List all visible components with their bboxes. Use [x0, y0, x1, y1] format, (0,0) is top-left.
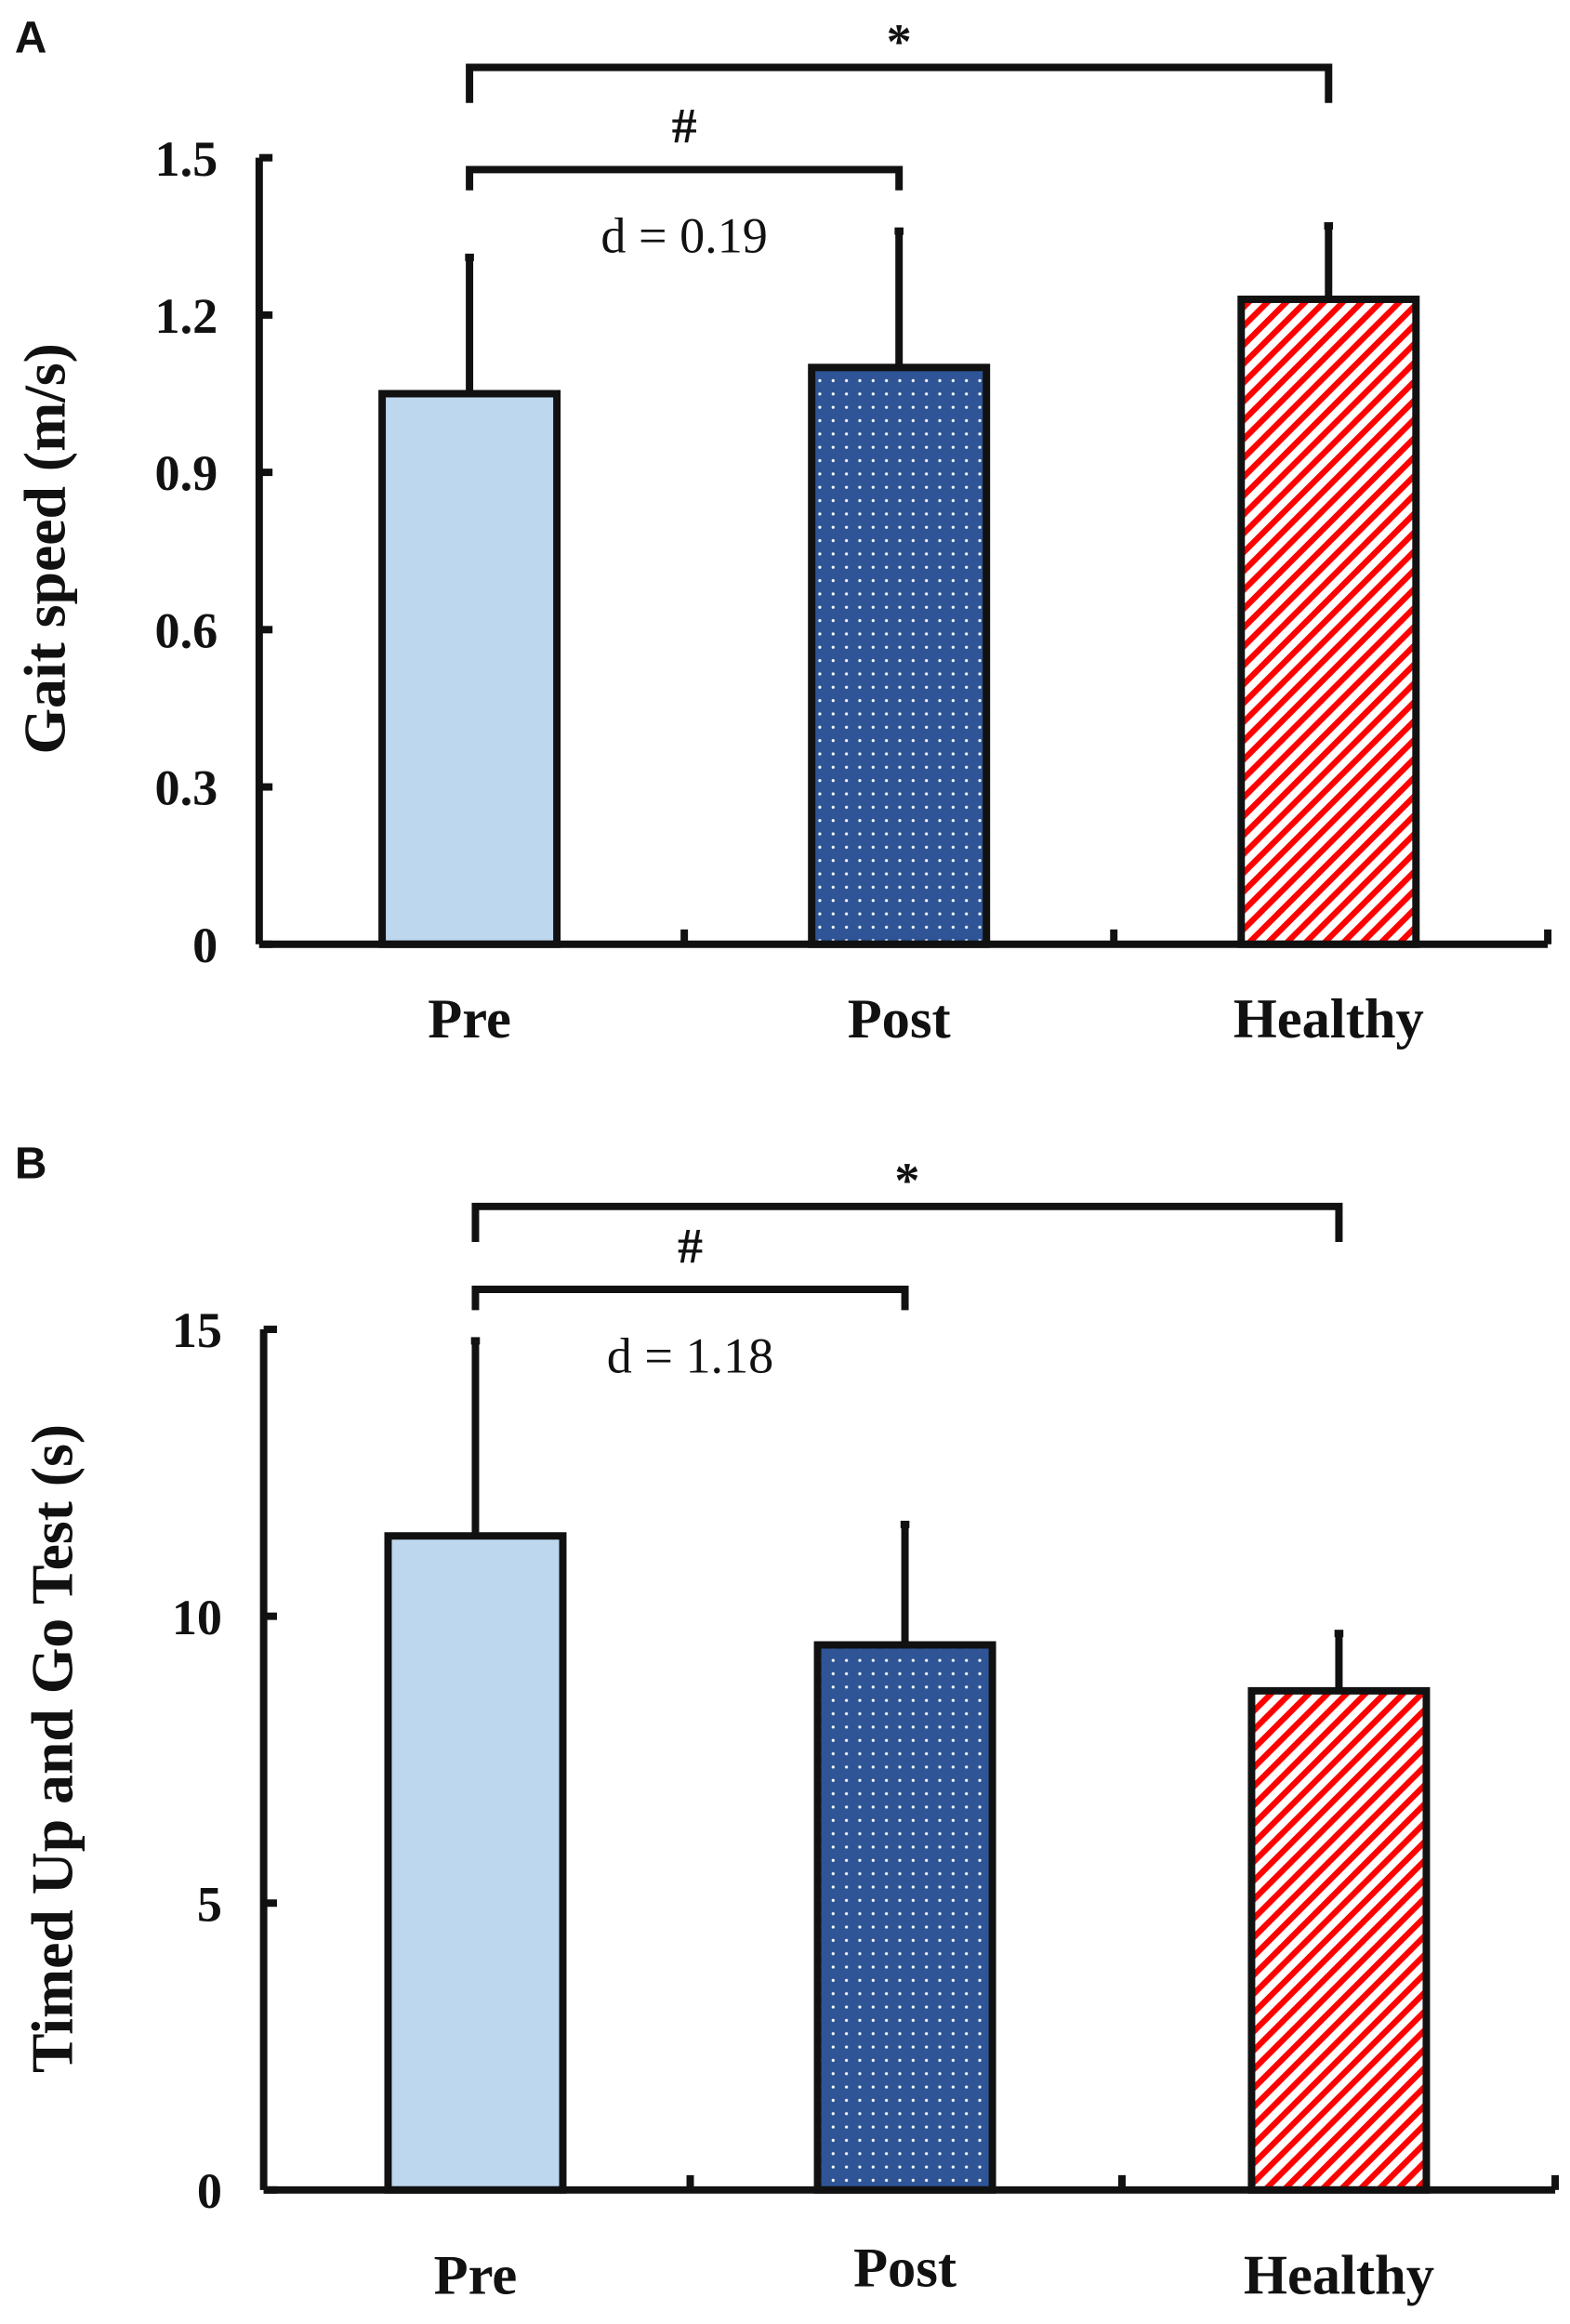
bar-healthy — [1247, 1686, 1431, 2194]
y-tick-label: 10 — [172, 1590, 222, 1645]
y-tick-label: 0.9 — [155, 445, 218, 501]
significance-bracket-pre-healthy — [471, 1202, 1343, 1243]
x-tick-label: Healthy — [1234, 988, 1424, 1050]
bar-healthy — [1237, 295, 1420, 948]
y-tick-label: 1.2 — [155, 288, 218, 344]
significance-star: * — [894, 1153, 919, 1208]
y-tick-label: 15 — [172, 1302, 222, 1358]
y-tick-label: 0.3 — [155, 760, 218, 816]
y-tick-label: 1.5 — [155, 131, 218, 187]
y-tick-label: 0.6 — [155, 602, 218, 658]
significance-hash: # — [672, 99, 697, 154]
panel-b: B Timed Up and Go Test (s) Pre Post Healthy 0… — [15, 1140, 1560, 2306]
bar-pre — [384, 1532, 567, 2194]
bar-post — [808, 363, 991, 948]
bar-post — [813, 1641, 996, 2194]
x-tick-label: Post — [853, 2237, 957, 2299]
x-tick-label: Pre — [428, 988, 511, 1050]
bar-pre — [378, 390, 561, 948]
y-axis-label: Gait speed (m/s) — [11, 343, 77, 754]
y-tick-label: 0 — [192, 918, 218, 973]
significance-hash: # — [678, 1218, 703, 1274]
effect-size-label: d = 0.19 — [600, 208, 767, 264]
panel-a: A Gait speed (m/s) Pre Post Healthy 0 0.3 0.6 0.… — [11, 14, 1552, 1050]
effect-size-label: d = 1.18 — [607, 1327, 773, 1383]
significance-bracket-pre-post — [466, 165, 904, 191]
significance-bracket-pre-healthy — [466, 63, 1333, 103]
x-tick-label: Pre — [434, 2244, 518, 2306]
y-tick-label: 5 — [197, 1876, 222, 1932]
panel-label: A — [15, 14, 47, 63]
y-axis-label: Timed Up and Go Test (s) — [19, 1424, 85, 2073]
x-tick-label: Healthy — [1244, 2244, 1434, 2306]
significance-bracket-pre-post — [471, 1286, 909, 1311]
panel-label: B — [15, 1140, 47, 1189]
y-tick-label: 0 — [197, 2163, 222, 2219]
x-tick-label: Post — [848, 988, 951, 1050]
significance-star: * — [887, 14, 912, 70]
